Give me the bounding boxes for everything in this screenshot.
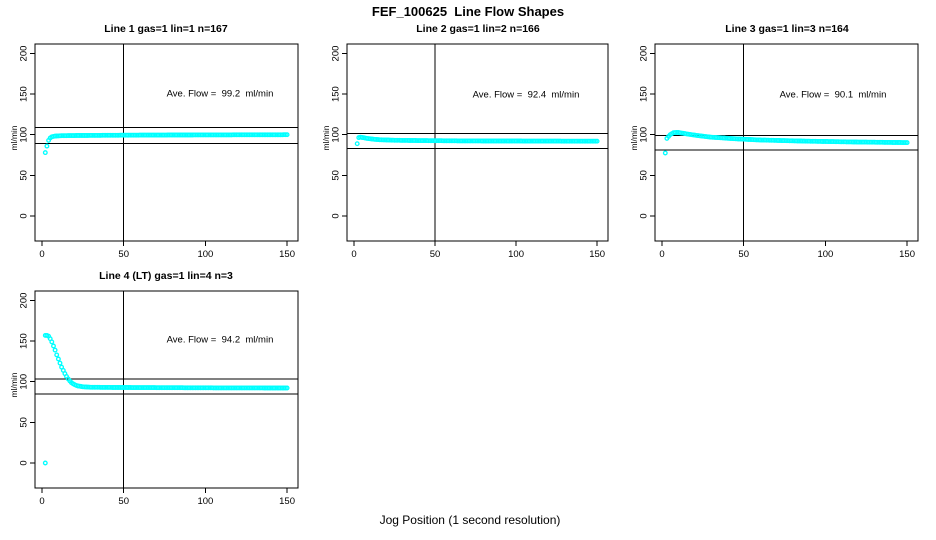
y-tick-label: 100 [331,127,342,143]
y-tick-label: 200 [19,46,30,62]
plot-box [346,43,609,242]
y-tick-label: 50 [639,170,650,181]
data-point [42,150,48,156]
figure-title: FEF_100625 Line Flow Shapes [371,4,565,19]
subplot4-title: Line 4 (LT) gas=1 lin=4 n=3 [99,270,233,282]
x-tick-label: 150 [279,496,295,507]
subplot-4: 0 50 100 150 0 50 100 150 200 [19,290,299,507]
y-tick-label: 0 [331,213,342,218]
subplot2-ave-flow-annotation: Ave. Flow = 92.4 ml/min [472,89,580,101]
x-tick-label: 100 [508,249,524,260]
subplot2-title: Line 2 gas=1 lin=2 n=166 [416,23,540,35]
data-point [55,356,61,362]
y-tick-label: 100 [19,374,30,390]
data-point [284,132,290,138]
data-point [42,460,48,466]
plot-box [34,43,299,242]
subplot1-y-axis-label: ml/min [9,125,19,151]
y-tick-label: 0 [19,213,30,218]
data-point [57,360,63,366]
subplot4-y-axis-label: ml/min [9,372,19,398]
data-point [51,343,56,349]
plot-box [34,290,299,489]
data-point [904,140,910,146]
y-tick-label: 150 [639,86,650,102]
y-tick-label: 150 [331,86,342,102]
data-point [282,385,288,391]
y-tick-label: 200 [19,293,30,309]
shared-x-axis-label: Jog Position (1 second resolution) [379,513,561,527]
y-tick-label: 50 [331,170,342,181]
x-tick-label: 100 [197,496,213,507]
x-tick-label: 0 [659,249,664,260]
x-tick-label: 100 [817,249,833,260]
x-tick-label: 150 [899,249,915,260]
y-tick-label: 100 [19,127,30,143]
y-tick-label: 0 [19,460,30,465]
data-point [594,138,600,144]
y-tick-label: 200 [639,46,650,62]
x-tick-label: 0 [351,249,356,260]
y-tick-label: 0 [639,213,650,218]
data-point [902,140,908,146]
y-tick-label: 100 [639,127,650,143]
data-point [49,339,55,345]
y-tick-label: 200 [331,46,342,62]
x-tick-label: 0 [39,249,44,260]
data-point [44,143,50,149]
subplot3-y-axis-label: ml/min [629,125,639,151]
subplot3-title: Line 3 gas=1 lin=3 n=164 [725,23,849,35]
x-tick-label: 50 [118,249,129,260]
subplot4-ave-flow-annotation: Ave. Flow = 94.2 ml/min [166,334,274,346]
x-tick-label: 150 [279,249,295,260]
x-tick-label: 50 [118,496,129,507]
x-tick-label: 100 [197,249,213,260]
data-point [54,352,60,358]
subplot-1: 0 50 100 150 0 50 100 150 200 [19,43,299,260]
x-tick-label: 50 [738,249,749,260]
subplot-2: 0 50 100 150 0 50 100 150 200 [331,43,609,260]
data-point [354,141,360,147]
y-tick-label: 50 [19,170,30,181]
x-tick-label: 150 [589,249,605,260]
plot-box [654,43,919,242]
subplot1-title: Line 1 gas=1 lin=1 n=167 [104,23,228,35]
subplot-3: 0 50 100 150 0 50 100 150 200 [639,43,919,260]
data-point [52,347,58,353]
data-point [662,150,668,156]
y-tick-label: 50 [19,417,30,428]
data-point [284,385,290,391]
data-point [282,132,288,138]
subplot3-ave-flow-annotation: Ave. Flow = 90.1 ml/min [779,89,887,101]
x-tick-label: 0 [39,496,44,507]
subplot2-y-axis-label: ml/min [321,125,331,151]
y-tick-label: 150 [19,333,30,349]
x-tick-label: 50 [430,249,441,260]
subplot1-ave-flow-annotation: Ave. Flow = 99.2 ml/min [166,88,274,100]
y-tick-label: 150 [19,86,30,102]
